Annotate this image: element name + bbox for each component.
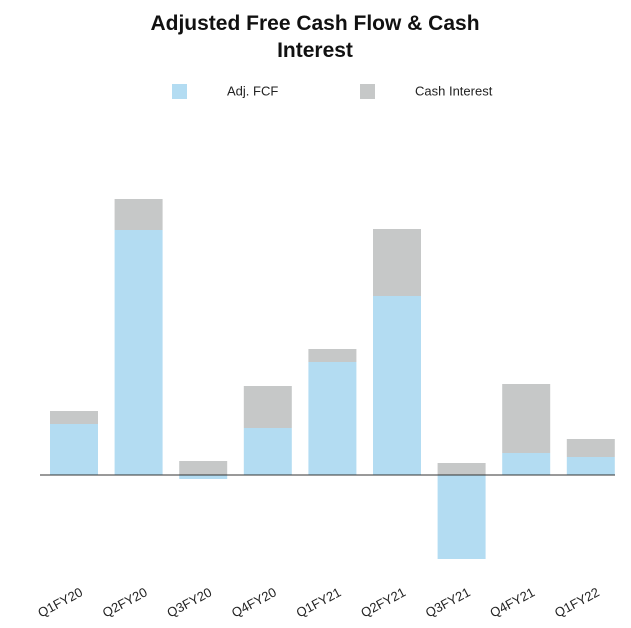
legend-swatch — [360, 84, 375, 99]
x-tick-label: Q3FY21 — [423, 584, 473, 620]
bar — [308, 362, 357, 475]
bar — [179, 461, 228, 475]
bar — [502, 384, 551, 453]
bar — [437, 463, 486, 475]
chart-title: Adjusted Free Cash Flow & Cash Interest — [150, 12, 480, 62]
bar — [50, 424, 98, 475]
bar — [50, 411, 98, 424]
bar — [502, 453, 551, 475]
bar — [114, 230, 163, 475]
bar — [114, 199, 163, 230]
bar — [243, 386, 292, 428]
bar — [243, 428, 292, 475]
x-tick-label: Q1FY21 — [294, 584, 344, 620]
bar — [308, 349, 357, 362]
x-tick-label: Q2FY20 — [100, 584, 150, 620]
legend-label: Cash Interest — [415, 83, 493, 98]
bar — [566, 457, 615, 475]
bar — [437, 475, 486, 559]
legend-label: Adj. FCF — [227, 83, 278, 98]
x-tick-label: Q1FY20 — [35, 584, 85, 620]
legend-swatch — [172, 84, 187, 99]
x-tick-label: Q4FY20 — [229, 584, 279, 620]
bar — [373, 296, 421, 475]
bar — [179, 475, 228, 479]
x-tick-label: Q3FY20 — [164, 584, 214, 620]
x-tick-label: Q4FY21 — [487, 584, 537, 620]
bar — [566, 439, 615, 457]
bar — [373, 229, 421, 296]
x-tick-label: Q1FY22 — [552, 584, 602, 620]
x-tick-label: Q2FY21 — [358, 584, 408, 620]
